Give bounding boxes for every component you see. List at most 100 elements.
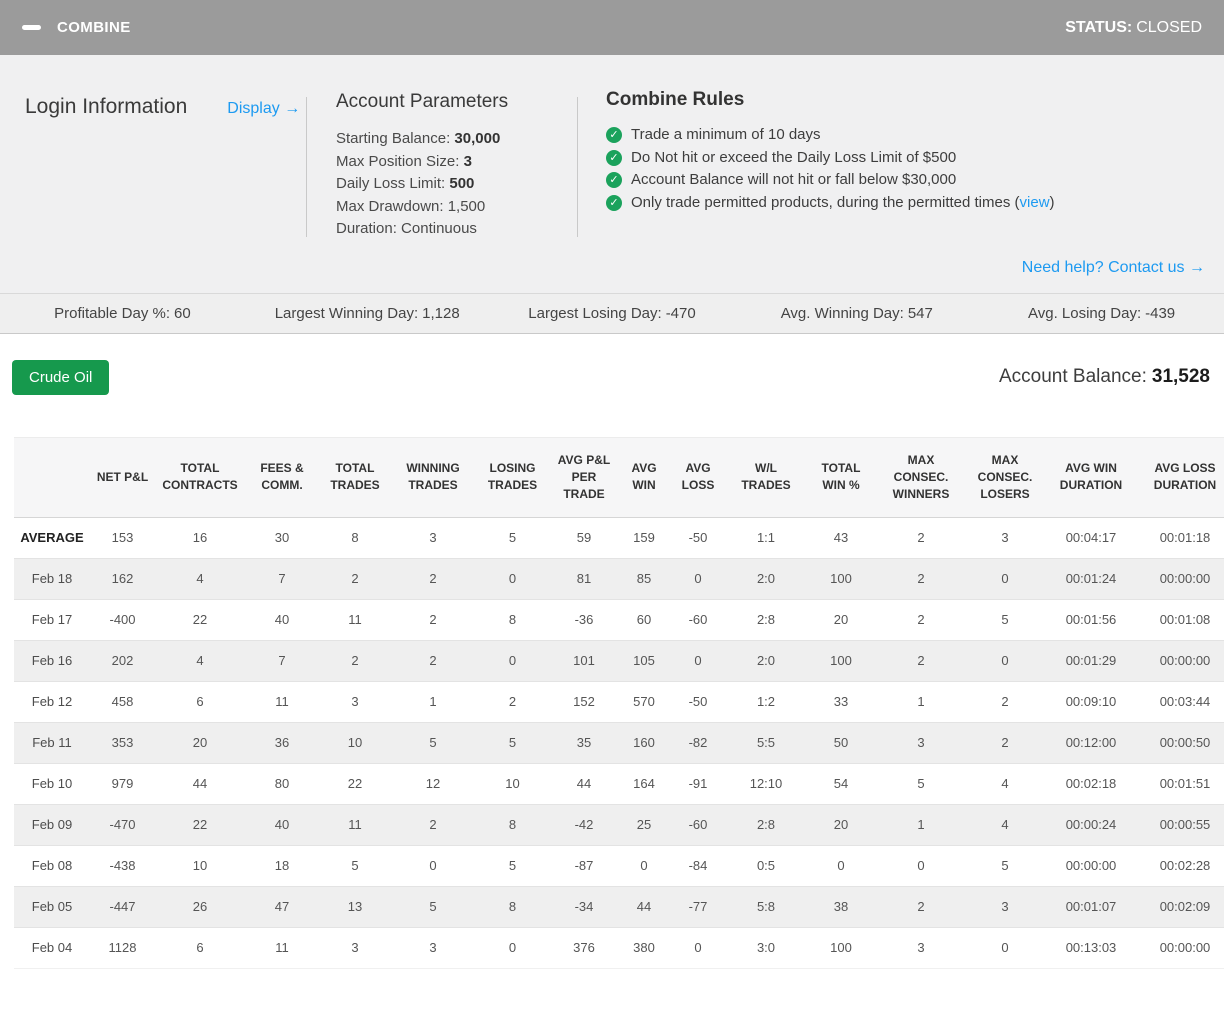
check-icon: ✓ <box>606 127 622 144</box>
table-cell: 0 <box>966 639 1044 681</box>
table-row-average: AVERAGE 153 16 30 8 3 5 59 159 -50 1:1 43 2 3 00:04:17… <box>14 517 1224 558</box>
table-cell: -77 <box>670 885 726 927</box>
table-cell: 0 <box>876 844 966 886</box>
param-max-drawdown: Max Drawdown: 1,500 <box>336 197 486 215</box>
row-label: Feb 12 <box>14 680 90 722</box>
stat-avg-winning-day: Avg. Winning Day: 547 <box>780 304 933 322</box>
table-cell: 1:2 <box>726 680 806 722</box>
table-row-feb-18: Feb 18 162 4 7 2 2 0 81 85 0 2:0 100 2 0 00:01:24 00:00… <box>14 557 1224 599</box>
table-cell: 5 <box>966 598 1044 640</box>
table-cell: 3 <box>319 680 391 722</box>
table-cell: 570 <box>618 680 670 722</box>
table-cell: 0:5 <box>726 844 806 886</box>
column-header: NET P&L <box>90 436 155 518</box>
table-cell: 5 <box>876 762 966 804</box>
param-daily-loss-limit: Daily Loss Limit: 500 <box>336 175 475 192</box>
table-cell: 4 <box>966 803 1044 845</box>
table-cell: -50 <box>670 680 726 722</box>
table-cell: 6 <box>155 680 245 722</box>
table-cell: 40 <box>245 803 319 845</box>
table-cell: 2 <box>391 598 475 640</box>
rule-item: ✓ Account Balance will not hit or fall b… <box>606 169 1204 192</box>
table-cell: 11 <box>245 926 319 969</box>
trades-table: NET P&L TOTAL CONTRACTS FEES & COMM. TOTAL … <box>14 436 1224 969</box>
table-cell: 160 <box>618 721 670 763</box>
table-cell: 8 <box>351 530 359 545</box>
table-cell: 3:0 <box>726 926 806 969</box>
table-cell: 18 <box>245 844 319 886</box>
table-cell: 6 <box>155 926 245 969</box>
contact-us-link[interactable]: Need help? Contact us → <box>1021 258 1205 276</box>
display-link[interactable]: Display → <box>227 100 301 117</box>
stat-largest-losing-day: Largest Losing Day: -470 <box>528 304 696 322</box>
status-badge: STATUS: CLOSED <box>1065 19 1202 37</box>
table-cell: 59 <box>576 530 592 545</box>
table-cell: -91 <box>670 762 726 804</box>
table-cell: 36 <box>245 721 319 763</box>
table-cell: 5 <box>391 721 475 763</box>
table-cell: 00:01:29 <box>1044 639 1138 681</box>
table-cell: -82 <box>670 721 726 763</box>
table-cell: 380 <box>618 926 670 969</box>
table-cell: 4 <box>155 639 245 681</box>
stat-profitable-day-pct: Profitable Day %: 60 <box>54 304 191 322</box>
table-cell: 0 <box>670 926 726 969</box>
table-cell: 5:8 <box>726 885 806 927</box>
table-cell: 5:5 <box>726 721 806 763</box>
table-cell: 00:00:50 <box>1138 721 1224 763</box>
column-header: AVG LOSS <box>670 436 726 518</box>
table-cell: 20 <box>806 803 876 845</box>
param-duration: Duration: Continuous <box>336 220 477 237</box>
table-cell: 22 <box>155 598 245 640</box>
table-cell: 00:12:00 <box>1044 721 1138 763</box>
view-link[interactable]: view <box>1019 193 1050 211</box>
table-cell: 1 <box>876 680 966 722</box>
check-icon: ✓ <box>606 172 622 189</box>
table-cell: 26 <box>155 885 245 927</box>
table-cell: 13 <box>319 885 391 927</box>
table-cell: 2 <box>876 598 966 640</box>
window-title: COMBINE <box>57 19 131 36</box>
table-cell: 00:13:03 <box>1044 926 1138 969</box>
table-cell: 8 <box>475 598 550 640</box>
table-cell: -87 <box>550 844 618 886</box>
vertical-divider <box>577 97 578 237</box>
row-label: Feb 18 <box>14 557 90 599</box>
table-row-feb-10: Feb 10 979 44 80 22 12 10 44 164 -91 12:10 54 5 4 00:0… <box>14 762 1224 804</box>
table-cell: 22 <box>155 803 245 845</box>
table-cell: 2:0 <box>726 557 806 599</box>
table-cell: 100 <box>806 639 876 681</box>
table-cell: 3 <box>966 885 1044 927</box>
table-cell: 0 <box>391 844 475 886</box>
info-panel: Login Information Display → Account Para… <box>0 55 1224 294</box>
minimize-icon[interactable] <box>22 25 41 30</box>
column-header: AVG WIN DURATION <box>1044 436 1138 518</box>
table-cell: 33 <box>806 680 876 722</box>
table-cell: 00:03:44 <box>1138 680 1224 722</box>
table-cell: 3 <box>876 926 966 969</box>
table-cell: 38 <box>806 885 876 927</box>
table-cell: 7 <box>245 557 319 599</box>
table-cell: 2 <box>917 530 925 545</box>
table-cell: 159 <box>633 530 655 545</box>
table-row-feb-11: Feb 11 353 20 36 10 5 5 35 160 -82 5:5 50 3 2 00:12:00… <box>14 721 1224 763</box>
table-cell: 00:01:07 <box>1044 885 1138 927</box>
table-cell: -60 <box>670 598 726 640</box>
login-information-heading: Login Information <box>25 95 188 118</box>
status-value: CLOSED <box>1136 18 1202 36</box>
crude-oil-button[interactable]: Crude Oil <box>12 359 110 395</box>
table-cell: 00:02:18 <box>1044 762 1138 804</box>
row-label: Feb 10 <box>14 762 90 804</box>
table-row-feb-09: Feb 09 -470 22 40 11 2 8 -42 25 -60 2:8 20 1 4 00:00:2… <box>14 803 1224 845</box>
column-header: TOTAL TRADES <box>319 436 391 518</box>
table-cell: 10 <box>319 721 391 763</box>
login-information-section: Login Information Display → <box>0 55 306 241</box>
table-cell: 44 <box>618 885 670 927</box>
combine-rules-heading: Combine Rules <box>606 89 745 110</box>
param-starting-balance: Starting Balance: 30,000 <box>336 130 501 147</box>
table-cell: 1 <box>876 803 966 845</box>
rule-item: ✓ Only trade permitted products, during … <box>606 192 1204 215</box>
table-cell: 80 <box>245 762 319 804</box>
table-cell: 20 <box>806 598 876 640</box>
table-cell: 50 <box>806 721 876 763</box>
